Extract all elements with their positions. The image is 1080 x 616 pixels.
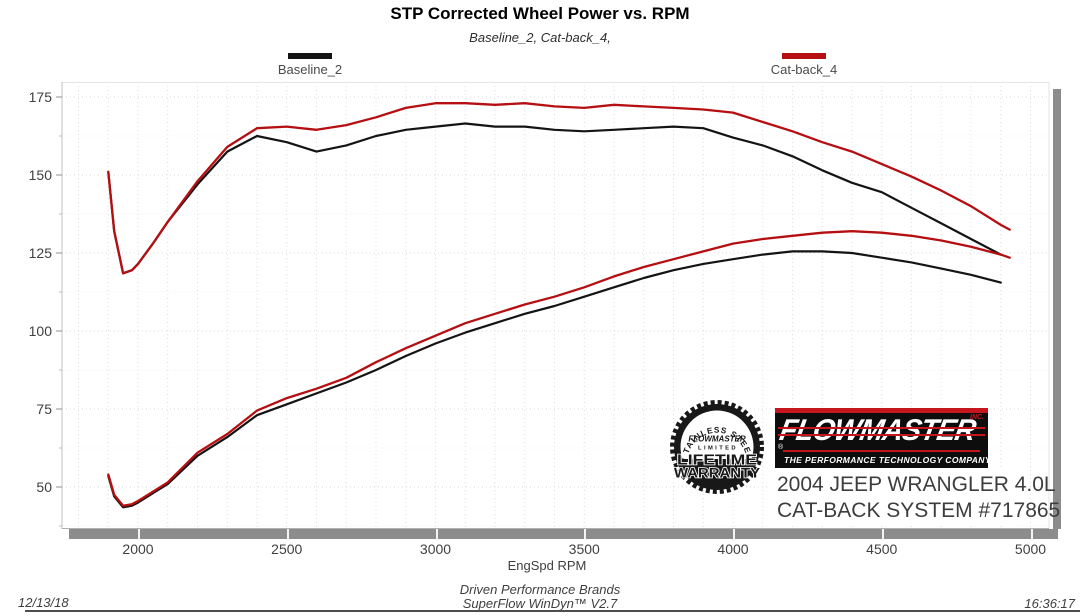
scrollbar-notch [584,529,587,539]
logo-top-stripe [775,408,988,413]
x-tick-label-4000: 4000 [717,541,749,557]
badge-warranty-text: WARRANTY [674,466,760,481]
chart-subtitle: Baseline_2, Cat-back_4, [469,30,611,45]
curve-cat-back-4-torque [107,102,1011,275]
badge-lower-band [681,459,753,490]
badge-lifetime-text: LIFETIME [677,453,757,469]
scrollbar-notch [138,529,140,539]
badge-limited-text: LIMITED [698,446,738,452]
x-tick-label-3000: 3000 [419,541,452,557]
curve-cat-back-4-power [107,230,1011,507]
y-tick-label-125: 125 [28,245,52,261]
legend-catback: Cat-back_4 [744,53,864,77]
vertical-scrollbar[interactable] [1053,89,1061,529]
report-time: 16:36:17 [1024,596,1075,611]
x-tick-label-5000: 5000 [1014,541,1047,557]
badge-flowmaster-script: FLOWMASTER [688,435,746,444]
scrollbar-notch [286,529,289,539]
y-tick-label-50: 50 [36,479,52,495]
bottom-divider [25,610,1080,612]
x-tick-label-3500: 3500 [568,541,600,557]
y-tick-label-75: 75 [36,401,52,417]
scrollbar-notch [881,529,884,539]
x-tick-label-4500: 4500 [866,541,898,557]
badge-scallop-edge [670,400,764,494]
branding-backdrop [770,470,1018,526]
footer-software-line: SuperFlow WinDyn™ V2.7 [462,596,618,611]
horizontal-scrollbar[interactable] [69,529,1058,539]
y-tick-label-100: 100 [28,323,52,339]
y-tick-label-175: 175 [28,89,52,105]
legend-catback-swatch [782,53,826,59]
logo-tagline: THE PERFORMANCE TECHNOLOGY COMPANY [784,455,988,465]
scrollbar-notch [733,529,735,539]
scrollbar-notch [1030,529,1033,539]
x-tick-label-2500: 2500 [271,541,303,557]
x-axis-title: EngSpd RPM [507,558,587,573]
logo-speedline-2 [778,434,985,436]
logo-wordmark: FLOWMASTER [777,414,978,447]
logo-red-rule [783,450,980,452]
logo-registered-mark: ® [778,444,784,451]
vehicle-line-2: CAT-BACK SYSTEM #717865 [777,499,1061,522]
footer-brands-line: Driven Performance Brands [459,582,621,597]
lifetime-warranty-badge: STAINLESS STEEL FLOWMASTER LIMITED LIFET… [668,398,764,494]
legend-baseline-label: Baseline_2 [277,62,343,77]
logo-inc-text: INC. [970,414,984,421]
vehicle-info: 2004 JEEP WRANGLER 4.0L CAT-BACK SYSTEM … [777,472,1061,524]
scrollbar-notch [435,529,438,539]
report-date: 12/13/18 [18,595,69,610]
vehicle-line-1: 2004 JEEP WRANGLER 4.0L [777,473,1056,496]
chart-title: STP Corrected Wheel Power vs. RPM [390,4,690,23]
y-tick-label-150: 150 [28,167,52,183]
legend-baseline-swatch [288,53,332,59]
legend-catback-label: Cat-back_4 [770,62,838,77]
logo-speedline-1 [778,427,985,429]
curve-baseline-2-power [107,250,1002,509]
x-tick-label-2000: 2000 [122,541,154,557]
flowmaster-logo: FLOWMASTER INC. ® THE PERFORMANCE TECHNO… [775,408,988,468]
legend-baseline: Baseline_2 [250,53,370,77]
